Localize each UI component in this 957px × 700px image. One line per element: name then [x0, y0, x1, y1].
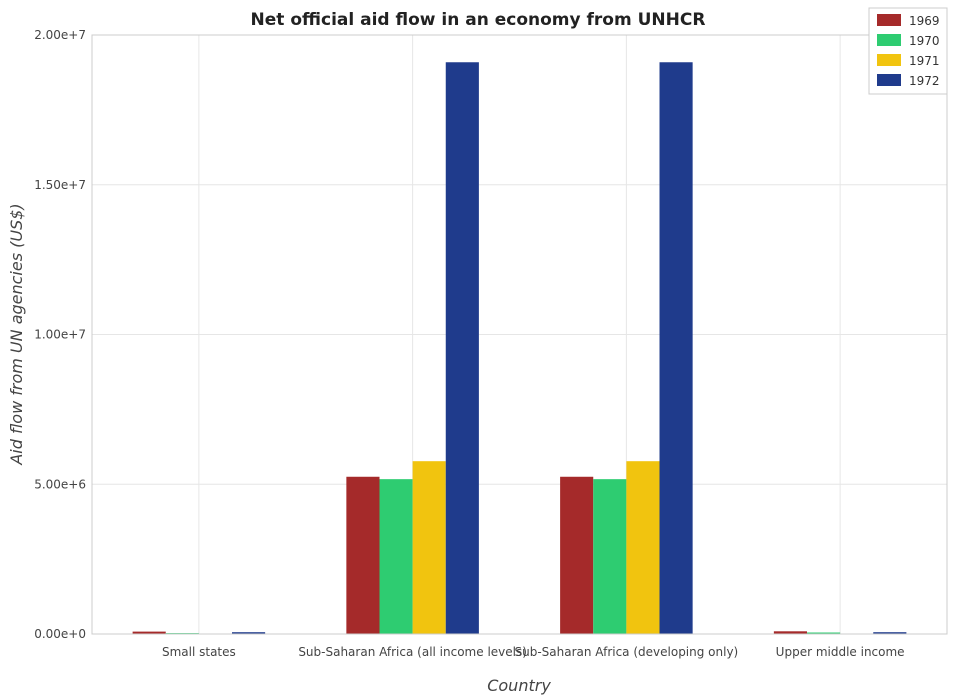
legend-swatch [877, 14, 901, 26]
bar-1972 [445, 62, 479, 634]
bar-1969 [132, 631, 166, 634]
bar-1970 [593, 479, 627, 634]
bar-1969 [346, 476, 380, 634]
x-axis-label: Country [487, 676, 551, 695]
bar-1972 [873, 632, 907, 634]
bar-1971 [626, 461, 660, 634]
y-axis-label: Aid flow from UN agencies (US$) [7, 203, 26, 465]
y-tick-label: 2.00e+7 [34, 28, 86, 42]
y-ticks: 0.00e+0 5.00e+6 1.00e+7 1.50e+7 2.00e+7 [34, 28, 86, 641]
y-tick-label: 0.00e+0 [34, 627, 86, 641]
bar-1969 [560, 476, 594, 634]
bar-1971 [412, 461, 446, 634]
y-tick-label: 1.50e+7 [34, 178, 86, 192]
bar-1969 [773, 631, 807, 634]
y-tick-label: 1.00e+7 [34, 328, 86, 342]
chart-title: Net official aid flow in an economy from… [251, 10, 706, 30]
legend-label: 1969 [909, 14, 940, 28]
legend-swatch [877, 54, 901, 66]
x-ticks: Small states Sub-Saharan Africa (all inco… [162, 645, 905, 659]
bar-1970 [379, 479, 413, 634]
legend-swatch [877, 74, 901, 86]
legend-label: 1972 [909, 74, 940, 88]
legend-swatch [877, 34, 901, 46]
bar-1970 [806, 632, 841, 634]
plot-frame [91, 34, 948, 635]
legend-label: 1971 [909, 54, 940, 68]
bars [92, 62, 947, 635]
x-tick-label: Upper middle income [776, 645, 905, 659]
bar-1972 [232, 632, 266, 634]
grid [92, 34, 947, 635]
x-tick-label: Small states [162, 645, 236, 659]
legend: 1969 1970 1971 1972 [868, 7, 948, 95]
legend-label: 1970 [909, 34, 940, 48]
y-tick-label: 5.00e+6 [34, 477, 86, 491]
bar-1972 [659, 62, 693, 634]
x-tick-label: Sub-Saharan Africa (all income levels) [298, 645, 527, 659]
x-tick-label: Sub-Saharan Africa (developing only) [515, 645, 739, 659]
